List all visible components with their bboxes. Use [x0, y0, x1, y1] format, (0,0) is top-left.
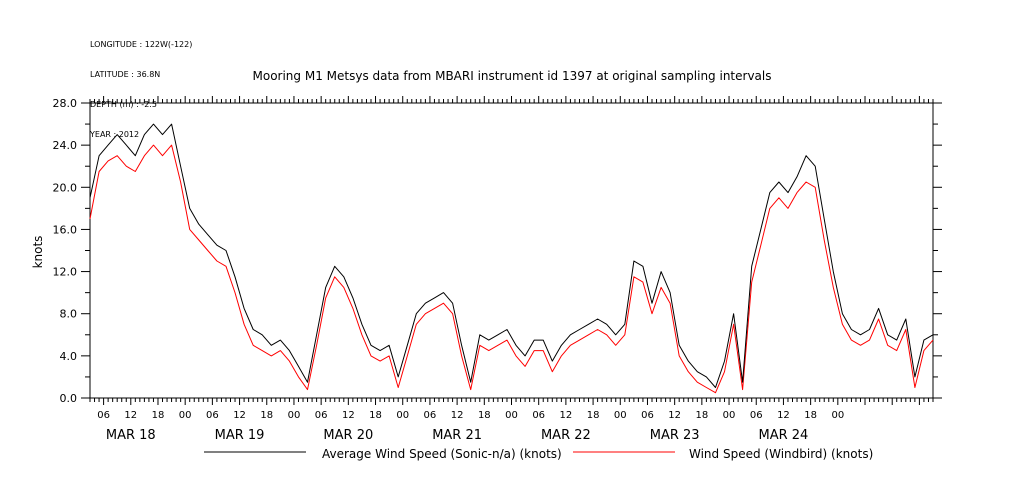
x-tick-label: 12	[777, 410, 790, 421]
x-tick-label: 06	[750, 410, 763, 421]
x-tick-label: 18	[587, 410, 600, 421]
x-tick-label: 00	[614, 410, 627, 421]
series-layer	[89, 123, 934, 394]
x-tick-label: 00	[505, 410, 518, 421]
x-tick-label: 00	[396, 410, 409, 421]
x-tick-label: 06	[532, 410, 545, 421]
x-tick-label: 06	[315, 410, 328, 421]
series-line	[89, 144, 934, 394]
y-tick-label: 0.0	[60, 392, 78, 405]
year-text: YEAR : 2012	[90, 130, 140, 139]
metadata-block: LONGITUDE : 122W(-122) LATITUDE : 36.8N …	[90, 20, 192, 150]
x-tick-label: 18	[369, 410, 382, 421]
legend-label: Wind Speed (Windbird) (knots)	[689, 447, 873, 461]
x-tick-label: 00	[288, 410, 301, 421]
y-tick-label: 24.0	[53, 139, 78, 152]
y-axis-label: knots	[31, 236, 45, 269]
x-tick-label: 12	[342, 410, 355, 421]
x-tick-label: 06	[424, 410, 437, 421]
plot-frame	[89, 102, 934, 399]
x-tick-label: 18	[260, 410, 273, 421]
x-tick-label: 18	[804, 410, 817, 421]
day-label: MAR 23	[650, 428, 700, 443]
x-tick-label: 12	[451, 410, 464, 421]
legend: Average Wind Speed (Sonic-n/a) (knots) Wi…	[204, 447, 873, 461]
x-tick-label: 00	[723, 410, 736, 421]
x-tick-label: 12	[233, 410, 246, 421]
day-label: MAR 21	[432, 428, 482, 443]
legend-label: Average Wind Speed (Sonic-n/a) (knots)	[322, 447, 562, 461]
x-tick-label: 00	[831, 410, 844, 421]
day-label: MAR 24	[759, 428, 809, 443]
x-tick-label: 06	[97, 410, 110, 421]
longitude-text: LONGITUDE : 122W(-122)	[90, 40, 193, 49]
x-tick-label: 12	[124, 410, 137, 421]
day-label: MAR 19	[215, 428, 265, 443]
x-tick-label: 12	[668, 410, 681, 421]
day-label: MAR 20	[323, 428, 373, 443]
x-tick-label: 00	[179, 410, 192, 421]
x-tick-label: 18	[695, 410, 708, 421]
day-label: MAR 22	[541, 428, 591, 443]
x-tick-label: 06	[641, 410, 654, 421]
y-tick-label: 4.0	[60, 350, 78, 363]
chart-title: Mooring M1 Metsys data from MBARI instru…	[253, 69, 772, 83]
x-tick-label: 18	[478, 410, 491, 421]
depth-text: DEPTH (m) : -2.5	[90, 100, 157, 109]
y-tick-label: 16.0	[53, 223, 78, 236]
y-tick-label: 8.0	[60, 308, 78, 321]
series-line	[89, 123, 934, 388]
ticks-layer: 06 12 18 00 06 12 18 00 06 12 18 00 06 12 18 00 06 12 18 00…	[53, 96, 942, 443]
y-tick-label: 28.0	[53, 97, 78, 110]
latitude-text: LATITUDE : 36.8N	[90, 70, 161, 79]
x-tick-label: 06	[206, 410, 219, 421]
x-tick-label: 18	[152, 410, 165, 421]
x-tick-label: 12	[560, 410, 573, 421]
y-tick-label: 12.0	[53, 266, 78, 279]
day-label: MAR 18	[106, 428, 156, 443]
y-tick-label: 20.0	[53, 181, 78, 194]
